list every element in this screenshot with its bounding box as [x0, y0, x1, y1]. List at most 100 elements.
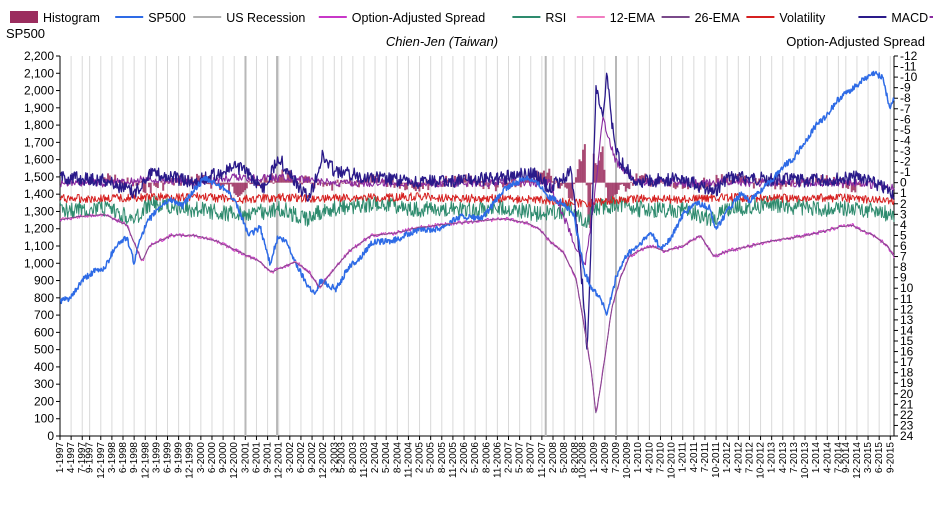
- histogram-bar: [616, 183, 618, 194]
- left-tick-label: 100: [34, 412, 54, 426]
- x-tick-label: 2-2005: [415, 442, 426, 474]
- histogram-bar: [612, 183, 614, 197]
- x-tick-label: 10-2008: [578, 442, 589, 479]
- x-tick-label: 4-2010: [644, 442, 655, 474]
- x-tick-label: 3-2015: [863, 442, 874, 474]
- left-tick-label: 900: [34, 274, 54, 288]
- histogram-bar: [579, 159, 581, 182]
- left-tick-label: 1,000: [24, 256, 54, 270]
- histogram-bar: [326, 183, 328, 186]
- x-tick-label: 4-2009: [600, 442, 611, 474]
- left-tick-label: 500: [34, 343, 54, 357]
- histogram-bar: [342, 183, 344, 184]
- histogram-bar: [575, 177, 577, 182]
- legend-item: MACD: [858, 11, 928, 25]
- x-tick-label: 9-1998: [129, 442, 140, 474]
- x-tick-label: 8-2003: [348, 442, 359, 474]
- histogram-bar: [621, 183, 623, 185]
- legend-item: Histogram: [10, 11, 100, 25]
- x-tick-label: 5-2003: [337, 442, 348, 474]
- left-tick-label: 300: [34, 377, 54, 391]
- left-tick-label: 400: [34, 360, 54, 374]
- x-tick-label: 4-2012: [733, 442, 744, 474]
- x-tick-label: 8-2005: [437, 442, 448, 474]
- histogram-bar: [237, 183, 239, 197]
- x-tick-label: 9-1999: [174, 442, 185, 474]
- x-tick-label: 6-1999: [162, 442, 173, 474]
- x-tick-label: 12-1997: [96, 442, 107, 479]
- legend-label: Histogram: [43, 11, 100, 25]
- x-tick-label: 9-1997: [85, 442, 96, 474]
- histogram-bar: [337, 180, 339, 183]
- x-tick-label: 6-1998: [118, 442, 129, 474]
- x-tick-label: 10-2012: [756, 442, 767, 479]
- histogram-bar: [607, 183, 609, 202]
- histogram-bar: [568, 183, 570, 199]
- left-tick-label: 1,700: [24, 135, 54, 149]
- histogram-bar: [157, 183, 159, 188]
- histogram-bar: [573, 183, 575, 184]
- histogram-bar: [273, 183, 275, 184]
- x-tick-label: 9-2014: [841, 442, 852, 474]
- x-tick-label: 1-2011: [678, 442, 689, 473]
- histogram-bar: [753, 183, 755, 189]
- x-tick-label: 5-2005: [426, 442, 437, 474]
- histogram-bar: [233, 183, 235, 194]
- x-tick-label: 1-2013: [767, 442, 778, 474]
- histogram-bar: [244, 183, 246, 191]
- series-option-adjusted-spread-line: [60, 214, 894, 411]
- x-tick-label: 3-2002: [285, 442, 296, 474]
- histogram-bar: [240, 183, 242, 195]
- x-tick-label: 1-2014: [811, 442, 822, 474]
- left-tick-label: 2,200: [24, 49, 54, 63]
- series-12-ema-line: [60, 214, 894, 410]
- legend-item: 26-EMA: [662, 11, 741, 25]
- left-tick-label: 1,800: [24, 118, 54, 132]
- histogram-bar: [155, 183, 157, 187]
- x-tick-label: 7-2013: [789, 442, 800, 474]
- x-tick-label: 8-2007: [526, 442, 537, 474]
- histogram-bar: [603, 170, 605, 183]
- left-tick-label: 1,900: [24, 101, 54, 115]
- x-tick-label: 11-2003: [359, 442, 370, 478]
- left-tick-label: 1,100: [24, 239, 54, 253]
- left-tick-label: 1,300: [24, 204, 54, 218]
- x-tick-label: 12-2002: [318, 442, 329, 479]
- x-tick-label: 2-2006: [459, 442, 470, 474]
- histogram-bar: [246, 183, 248, 189]
- histogram-bar: [317, 183, 319, 185]
- histogram-bar: [623, 183, 625, 186]
- x-tick-label: 4-2013: [778, 442, 789, 474]
- x-tick-label: 6-2001: [251, 442, 262, 474]
- histogram-bar: [605, 183, 607, 188]
- legend-swatch: [10, 11, 38, 23]
- x-tick-label: 9-2002: [307, 442, 318, 474]
- x-tick-label: 7-2011: [700, 442, 711, 473]
- left-tick-label: 1,500: [24, 170, 54, 184]
- x-tick-label: 5-2006: [470, 442, 481, 474]
- x-tick-label: 1-2010: [633, 442, 644, 474]
- right-axis-label: Option-Adjusted Spread: [786, 34, 925, 49]
- x-tick-label: 9-2000: [218, 442, 229, 474]
- left-tick-label: 1,600: [24, 153, 54, 167]
- legend-item: Volatility: [746, 11, 826, 25]
- x-tick-label: 2-2004: [370, 442, 381, 474]
- histogram-bar: [144, 183, 146, 193]
- histogram-bar: [602, 146, 604, 182]
- histogram-bar: [582, 150, 584, 183]
- histogram-bar: [618, 183, 620, 190]
- x-tick-label: 9-2001: [263, 442, 274, 474]
- recession-band: [615, 56, 617, 436]
- x-tick-label: 11-2004: [403, 442, 414, 478]
- x-tick-label: 9-2015: [885, 442, 896, 474]
- legend-label: 26-EMA: [695, 11, 741, 25]
- legend-label: MACD: [891, 11, 928, 25]
- x-tick-label: 4-2011: [689, 442, 700, 473]
- left-tick-label: 1,400: [24, 187, 54, 201]
- legend-label: Option-Adjusted Spread: [352, 11, 485, 25]
- x-tick-label: 10-2013: [800, 442, 811, 479]
